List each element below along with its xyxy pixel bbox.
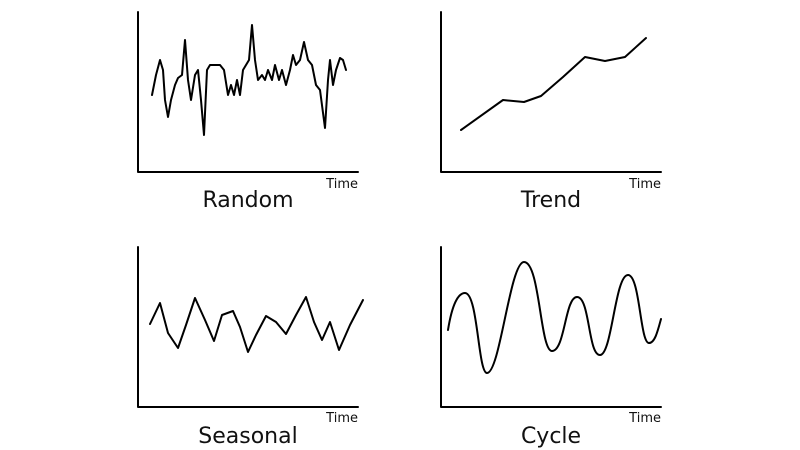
axis-label: Time — [628, 411, 661, 426]
trend-curve — [460, 37, 647, 131]
panel-trend: Time Trend — [440, 11, 662, 213]
panel-title: Seasonal — [198, 424, 297, 449]
axes — [440, 11, 662, 173]
axes — [137, 11, 359, 173]
seasonal-curve — [149, 296, 364, 353]
panel-seasonal: Time Seasonal — [137, 246, 364, 449]
panel-cycle: Time Cycle — [440, 246, 662, 449]
cycle-curve — [447, 261, 662, 374]
panel-title: Random — [202, 188, 293, 213]
panel-title: Trend — [520, 188, 581, 213]
axes — [137, 246, 359, 408]
axis-label: Time — [325, 411, 358, 426]
axis-label: Time — [325, 177, 358, 192]
panel-title: Cycle — [521, 424, 581, 449]
axes — [440, 246, 662, 408]
panel-random: Time Random — [137, 11, 359, 213]
random-curve — [151, 24, 347, 136]
axis-label: Time — [628, 177, 661, 192]
